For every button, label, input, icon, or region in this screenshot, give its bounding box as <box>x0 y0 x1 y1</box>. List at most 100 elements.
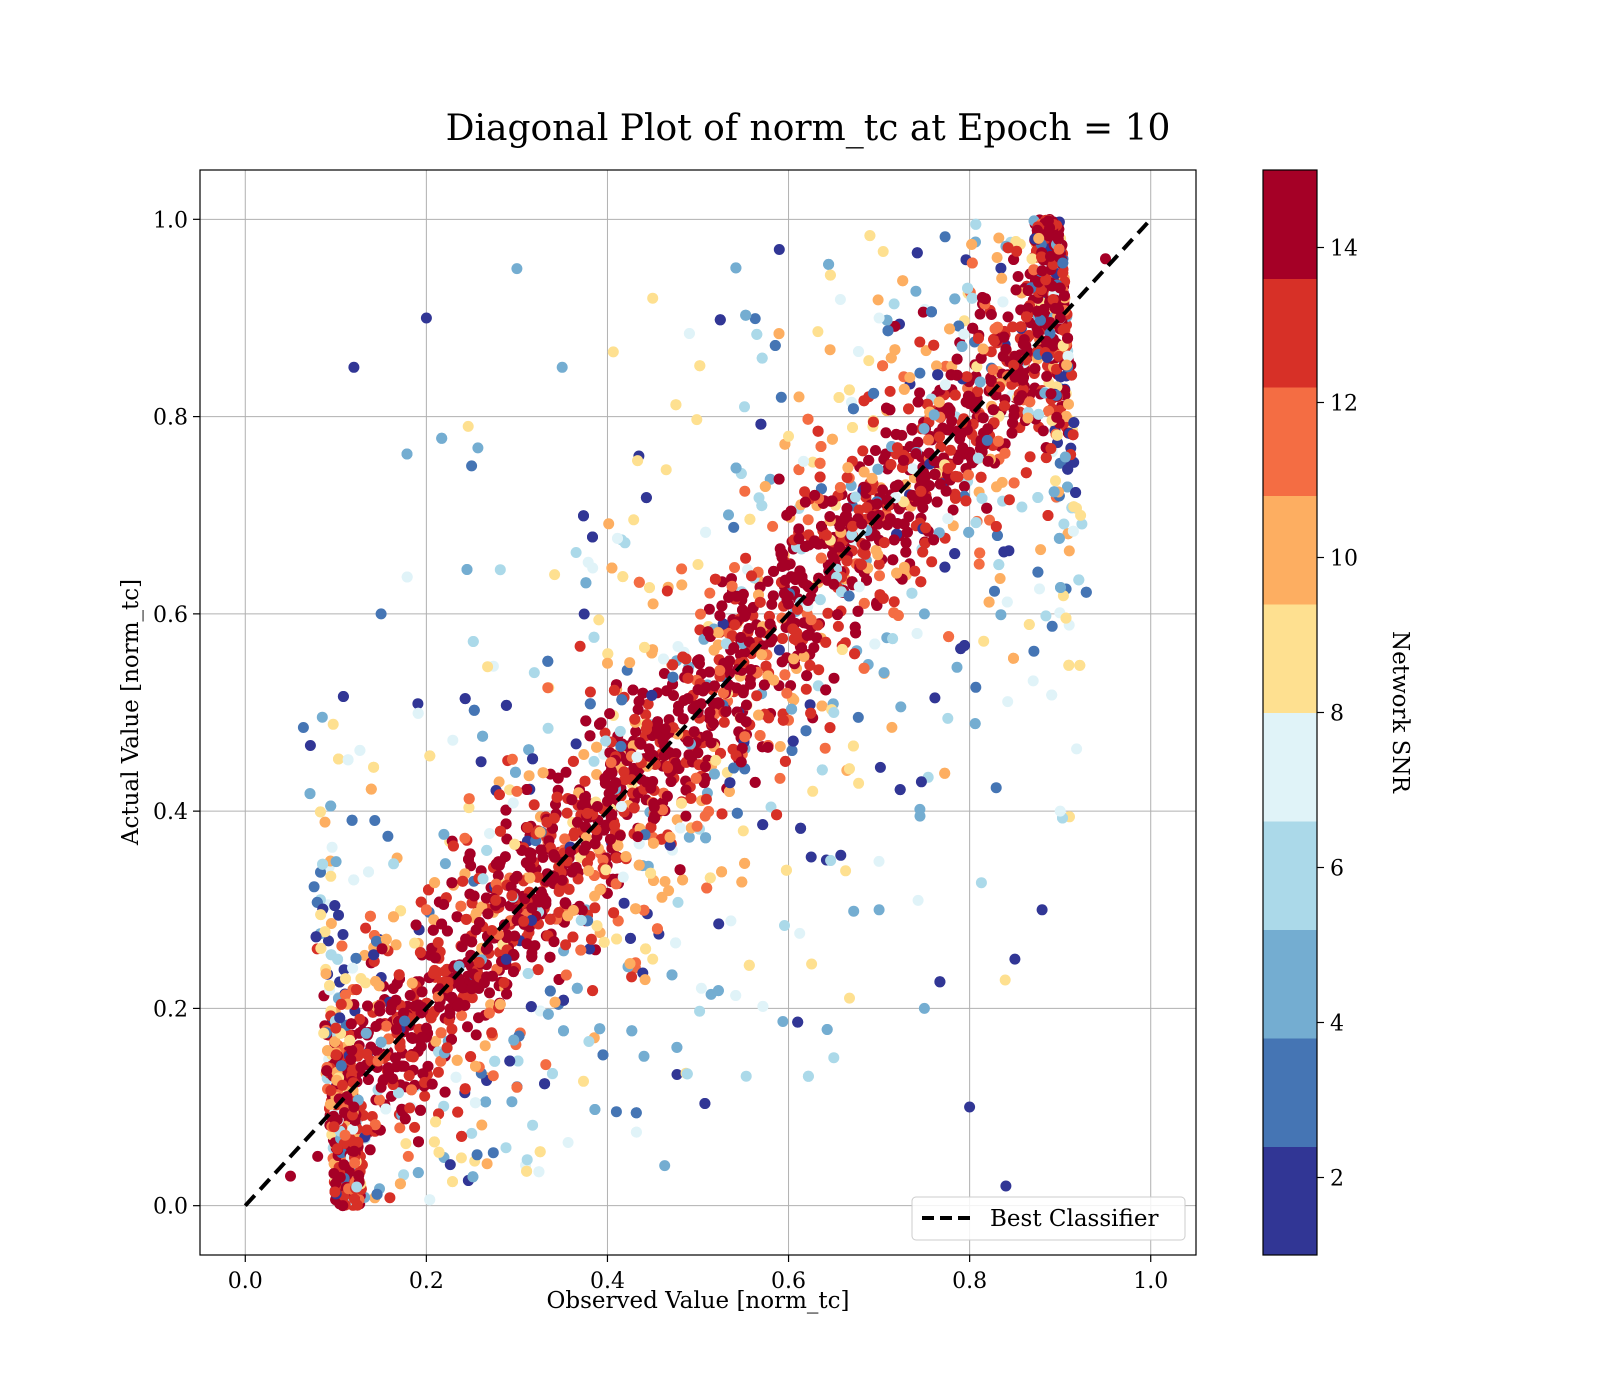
scatter-point <box>820 636 832 648</box>
scatter-point <box>739 646 751 658</box>
scatter-point <box>958 328 970 340</box>
scatter-point <box>347 962 359 974</box>
scatter-point <box>321 1065 333 1077</box>
scatter-point <box>649 810 661 822</box>
scatter-point <box>285 1170 296 1182</box>
scatter-point <box>328 1121 340 1133</box>
scatter-point <box>512 1055 524 1067</box>
scatter-point <box>915 776 927 788</box>
scatter-point <box>777 633 788 644</box>
scatter-point <box>364 1144 376 1156</box>
scatter-point <box>992 321 1003 333</box>
scatter-point <box>384 1192 396 1204</box>
scatter-point <box>718 716 730 728</box>
scatter-point <box>833 541 845 553</box>
scatter-point <box>1062 481 1073 493</box>
scatter-point <box>911 247 923 259</box>
scatter-point <box>560 969 572 981</box>
scatter-point <box>768 674 780 686</box>
scatter-point <box>739 857 751 869</box>
scatter-point <box>708 644 720 656</box>
scatter-point <box>878 667 890 679</box>
scatter-point <box>363 866 374 878</box>
scatter-point <box>578 510 589 522</box>
scatter-point <box>658 750 670 762</box>
scatter-point <box>484 987 495 999</box>
scatter-point <box>788 694 800 706</box>
colorbar-segment <box>1263 1038 1317 1147</box>
scatter-point <box>1057 267 1069 279</box>
scatter-point <box>996 272 1008 284</box>
scatter-point <box>736 876 748 888</box>
scatter-point <box>326 841 338 853</box>
scatter-point <box>1021 311 1032 323</box>
scatter-point <box>624 958 636 970</box>
scatter-point <box>365 783 377 795</box>
scatter-point <box>692 559 704 570</box>
y-tick-label: 0.8 <box>153 406 188 431</box>
scatter-point <box>591 920 603 932</box>
scatter-point <box>805 614 817 626</box>
scatter-point <box>780 864 792 876</box>
scatter-point <box>856 559 867 571</box>
scatter-point <box>297 722 309 733</box>
scatter-point <box>566 794 578 806</box>
scatter-point <box>813 664 825 676</box>
scatter-point <box>441 1042 453 1054</box>
scatter-point <box>917 306 929 318</box>
scatter-point <box>606 562 618 574</box>
scatter-point <box>871 600 883 611</box>
scatter-point <box>763 712 775 724</box>
scatter-point <box>615 740 627 752</box>
scatter-point <box>824 722 836 734</box>
scatter-point <box>888 596 900 608</box>
scatter-point <box>630 903 642 915</box>
scatter-point <box>966 257 978 269</box>
scatter-point <box>521 938 533 950</box>
scatter-point <box>872 463 884 475</box>
scatter-point <box>972 332 984 344</box>
scatter-point <box>969 718 981 730</box>
scatter-point <box>793 523 805 535</box>
scatter-point <box>951 369 963 381</box>
scatter-point <box>914 336 926 348</box>
scatter-point <box>435 1055 447 1067</box>
scatter-point <box>712 985 724 997</box>
scatter-point <box>447 840 459 852</box>
scatter-point <box>420 312 432 324</box>
scatter-point <box>1016 501 1028 513</box>
scatter-point <box>982 423 994 435</box>
scatter-point <box>906 423 918 434</box>
scatter-point <box>667 659 679 671</box>
scatter-point <box>739 610 751 622</box>
scatter-point <box>792 572 804 584</box>
scatter-point <box>525 853 537 865</box>
colorbar-segment <box>1263 495 1317 605</box>
scatter-point <box>523 770 535 782</box>
scatter-point <box>585 933 597 945</box>
scatter-point <box>310 931 322 943</box>
scatter-point <box>1002 696 1014 708</box>
scatter-point <box>828 1052 840 1064</box>
scatter-point <box>575 914 587 926</box>
scatter-point <box>755 418 767 430</box>
scatter-point <box>712 697 724 709</box>
scatter-point <box>798 455 809 467</box>
scatter-point <box>412 698 424 710</box>
scatter-point <box>640 492 652 504</box>
scatter-point <box>847 403 859 415</box>
scatter-point <box>751 690 763 702</box>
scatter-point <box>966 238 978 250</box>
scatter-point <box>511 870 523 882</box>
scatter-point <box>991 252 1003 263</box>
scatter-point <box>739 401 750 413</box>
scatter-point <box>942 513 954 525</box>
colorbar-tick-label: 10 <box>1330 547 1358 572</box>
scatter-point <box>783 598 794 610</box>
scatter-point <box>832 609 843 621</box>
scatter-point <box>612 532 623 544</box>
scatter-point <box>578 844 590 856</box>
scatter-point <box>312 1150 324 1162</box>
